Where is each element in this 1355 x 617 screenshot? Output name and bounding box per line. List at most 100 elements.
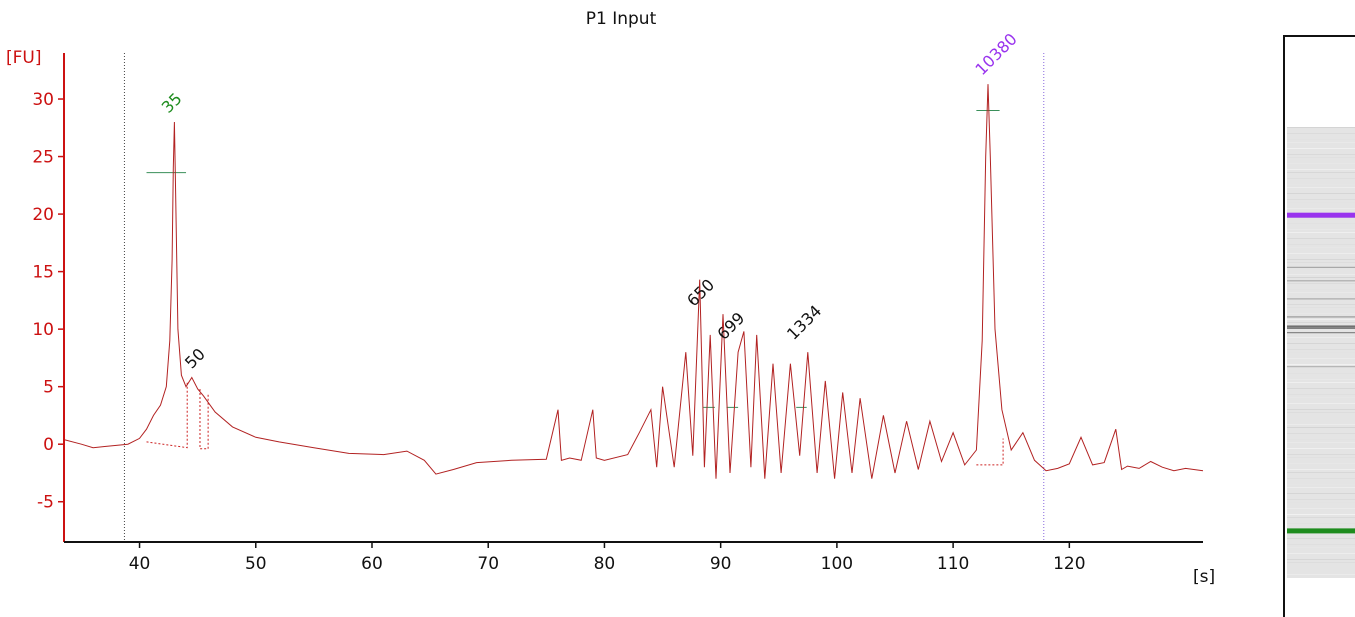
axes [63, 53, 1203, 543]
gel-stripe [1287, 352, 1355, 353]
gel-band [1287, 332, 1355, 334]
x-tick-label: 100 [821, 554, 853, 574]
gel-stripe [1287, 424, 1355, 425]
y-tick-label: 20 [32, 205, 54, 225]
gel-stripe [1287, 469, 1355, 470]
x-axis-label: [s] [1193, 567, 1215, 587]
gel-stripe [1287, 379, 1355, 380]
gel-stripe [1287, 292, 1355, 293]
gel-band [1287, 212, 1355, 218]
gel-stripe [1287, 508, 1355, 509]
gel-band [1287, 316, 1355, 318]
x-tick-label: 120 [1053, 554, 1085, 574]
gel-stripe [1287, 283, 1355, 284]
peak-label: 50 [181, 344, 209, 372]
gel-band [1287, 325, 1355, 328]
gel-stripe [1287, 544, 1355, 545]
gel-stripe [1287, 289, 1355, 290]
gel-stripe [1287, 358, 1355, 359]
gel-stripe [1287, 304, 1355, 305]
gel-stripe [1287, 133, 1355, 134]
gel-band [1287, 280, 1355, 282]
gel-stripe [1287, 397, 1355, 398]
gel-stripe [1287, 313, 1355, 314]
gel-stripe [1287, 178, 1355, 179]
x-tick-label: 80 [594, 554, 616, 574]
gel-stripe [1287, 478, 1355, 479]
y-tick-label: 5 [43, 378, 54, 398]
peak-label: 35 [158, 89, 186, 117]
gel-stripe [1287, 319, 1355, 320]
gel-stripe [1287, 259, 1355, 260]
gel-stripe [1287, 427, 1355, 428]
gel-stripe [1287, 229, 1355, 230]
gel-stripe [1287, 493, 1355, 494]
x-tick-label: 70 [477, 554, 499, 574]
x-tick-label: 40 [129, 554, 151, 574]
gel-stripe [1287, 334, 1355, 335]
trace-series [63, 84, 1204, 479]
gel-stripe [1287, 232, 1355, 233]
gel-stripe [1287, 154, 1355, 155]
gel-band [1287, 298, 1355, 300]
gel-band [1287, 366, 1355, 368]
gel-stripe [1287, 388, 1355, 389]
gel-stripe [1287, 349, 1355, 350]
y-axis-label: [FU] [6, 48, 42, 68]
gel-stripe [1287, 568, 1355, 569]
gel-stripe [1287, 457, 1355, 458]
gel-band [1287, 327, 1355, 329]
gel-band [1287, 528, 1355, 534]
gel-stripe [1287, 502, 1355, 503]
gel-stripe [1287, 274, 1355, 275]
gel-stripe [1287, 487, 1355, 488]
gel-stripe [1287, 262, 1355, 263]
gel-stripe [1287, 157, 1355, 158]
gel-stripe [1287, 193, 1355, 194]
gel-stripe [1287, 364, 1355, 365]
x-tick-label: 50 [245, 554, 267, 574]
gel-stripe [1287, 409, 1355, 410]
gel-stripe [1287, 268, 1355, 269]
gel-stripe [1287, 238, 1355, 239]
gel-band [1287, 266, 1355, 268]
gel-stripe [1287, 127, 1355, 128]
x-tick-label: 110 [937, 554, 969, 574]
gel-stripe [1287, 472, 1355, 473]
peak-label: 699 [713, 308, 748, 343]
gel-stripe [1287, 382, 1355, 383]
peak-label: 10380 [971, 29, 1020, 78]
gel-stripe [1287, 484, 1355, 485]
gel-stripe [1287, 277, 1355, 278]
marker-lines [123, 53, 1045, 542]
peak-baseline [976, 438, 1004, 466]
gel-stripe [1287, 184, 1355, 185]
y-tick-label: -5 [37, 493, 54, 513]
gel-stripe [1287, 169, 1355, 170]
gel-stripe [1287, 439, 1355, 440]
gel-stripe [1287, 337, 1355, 338]
y-tick-label: 15 [32, 263, 54, 283]
gel-stripe [1287, 247, 1355, 248]
gel-stripe [1287, 499, 1355, 500]
gel-stripe [1287, 448, 1355, 449]
peak-bars [146, 110, 1004, 466]
gel-stripe [1287, 433, 1355, 434]
y-tick-label: 30 [32, 90, 54, 110]
chart-title: P1 Input [586, 9, 657, 29]
gel-stripe [1287, 373, 1355, 374]
gel-stripe [1287, 523, 1355, 524]
gel-stripe [1287, 559, 1355, 560]
gel-stripe [1287, 442, 1355, 443]
peak-baseline [146, 380, 188, 449]
gel-stripe [1287, 454, 1355, 455]
gel-stripe [1287, 463, 1355, 464]
y-tick-label: 0 [43, 435, 54, 455]
trace-line [63, 84, 1204, 479]
gel-stripe [1287, 412, 1355, 413]
gel-stripe [1287, 163, 1355, 164]
x-tick-label: 90 [710, 554, 732, 574]
